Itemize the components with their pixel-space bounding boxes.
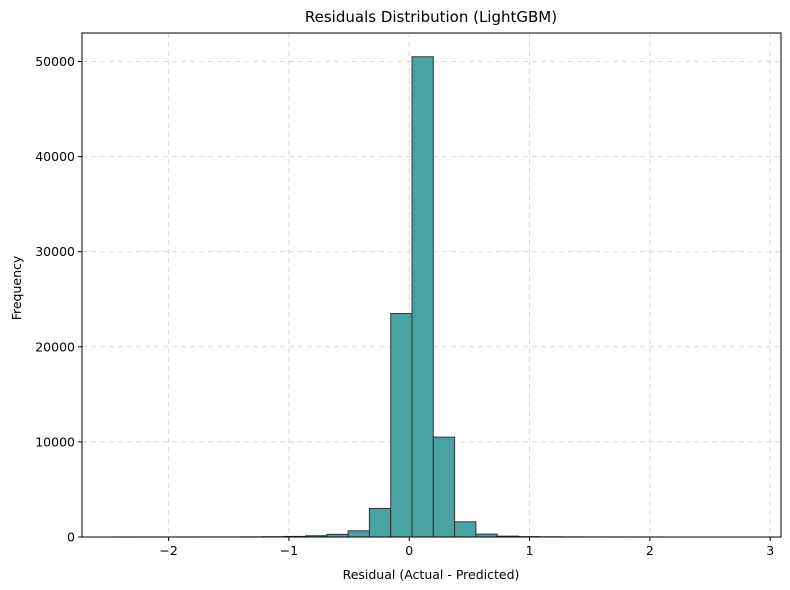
x-tick-label: −2 — [159, 543, 177, 558]
y-axis-ticks: 0 10000 20000 30000 40000 50000 — [35, 54, 82, 544]
y-tick-label: 20000 — [35, 339, 75, 354]
y-tick-label: 10000 — [35, 434, 75, 449]
histogram-bar — [412, 57, 433, 537]
x-tick-label: 3 — [766, 543, 774, 558]
histogram-bar — [348, 531, 369, 537]
histogram-bars — [114, 57, 753, 537]
x-tick-label: 2 — [646, 543, 654, 558]
histogram-bar — [455, 522, 476, 537]
y-tick-label: 50000 — [35, 54, 75, 69]
histogram-bar — [433, 437, 454, 537]
histogram-bar — [391, 314, 412, 537]
y-tick-label: 30000 — [35, 244, 75, 259]
x-axis-ticks: −2 −1 0 1 2 3 — [159, 537, 774, 558]
x-axis-label: Residual (Actual - Predicted) — [343, 567, 520, 582]
x-tick-label: −1 — [280, 543, 298, 558]
y-tick-label: 40000 — [35, 149, 75, 164]
chart-title: Residuals Distribution (LightGBM) — [305, 8, 557, 26]
x-tick-label: 1 — [526, 543, 534, 558]
x-tick-label: 0 — [405, 543, 413, 558]
histogram-bar — [369, 508, 390, 537]
y-axis-label: Frequency — [9, 255, 24, 320]
y-tick-label: 0 — [67, 530, 75, 545]
